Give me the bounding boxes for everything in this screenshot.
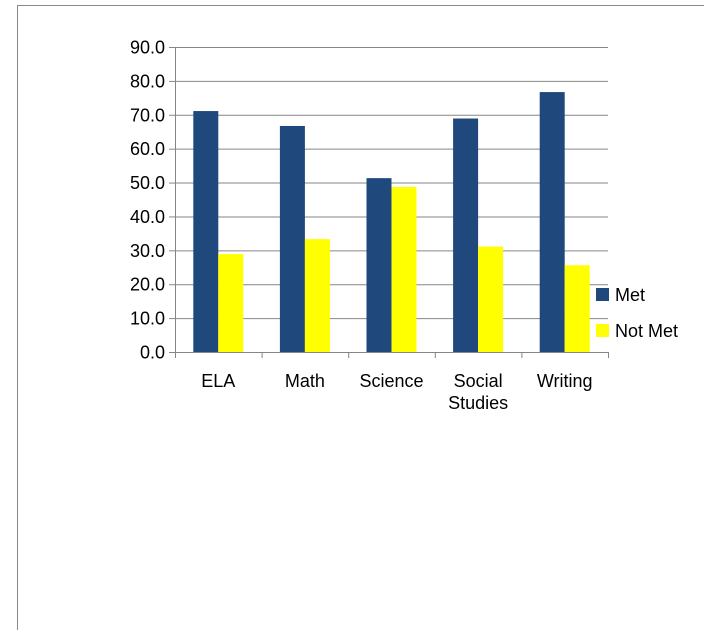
y-tick-label: 70.0	[130, 105, 165, 125]
chart-border	[18, 6, 704, 631]
bar-not-met	[392, 187, 417, 352]
x-tick-label: ELA	[201, 371, 235, 391]
y-tick-label: 40.0	[130, 207, 165, 227]
bar-met	[540, 92, 565, 352]
y-tick-label: 20.0	[130, 275, 165, 295]
x-tick-label: Science	[359, 371, 423, 391]
legend-swatch-met	[596, 288, 609, 301]
y-tick-label: 50.0	[130, 173, 165, 193]
legend-swatch-not-met	[596, 324, 609, 337]
bar-met	[280, 126, 305, 352]
x-tick-label: Writing	[537, 371, 593, 391]
bar-not-met	[305, 239, 330, 352]
y-tick-label: 0.0	[140, 343, 165, 363]
bar-not-met	[565, 265, 590, 352]
y-tick-label: 10.0	[130, 309, 165, 329]
y-tick-label: 30.0	[130, 241, 165, 261]
y-tick-label: 90.0	[130, 38, 165, 58]
x-tick-label: Math	[285, 371, 325, 391]
y-tick-label: 60.0	[130, 139, 165, 159]
legend-label: Not Met	[615, 321, 678, 341]
bar-met	[193, 111, 218, 352]
bar-not-met	[218, 254, 243, 352]
legend-label: Met	[615, 285, 645, 305]
y-tick-label: 80.0	[130, 71, 165, 91]
bar-met	[453, 119, 478, 352]
bar-met	[367, 178, 392, 352]
bar-not-met	[478, 247, 503, 352]
